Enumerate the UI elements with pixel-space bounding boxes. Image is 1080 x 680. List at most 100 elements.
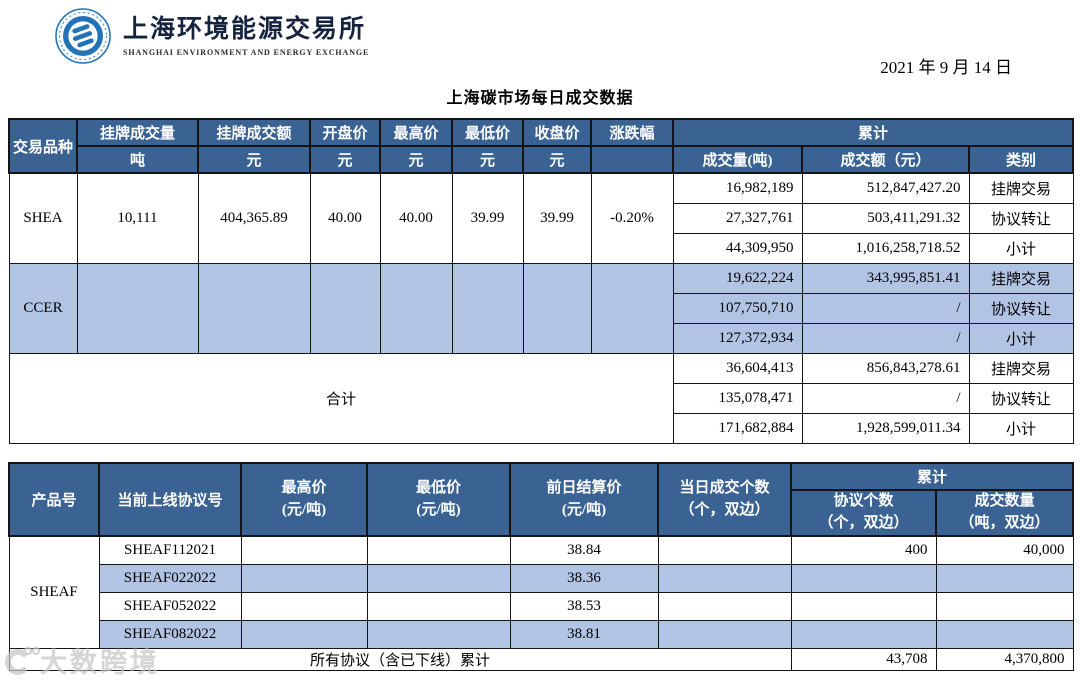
th-label: 协议个数 <box>833 493 894 510</box>
th-listed-volume: 挂牌成交量 <box>76 118 199 147</box>
contract-row: SHEAF052022 38.53 <box>9 592 1074 621</box>
prev-settle-cell: 38.36 <box>509 564 659 593</box>
th-close: 收盘价 <box>522 118 592 147</box>
shea-category-cell: 挂牌交易 <box>968 172 1074 204</box>
brand-text: 上海环境能源交易所 SHANGHAI ENVIRONMENT AND ENERG… <box>123 8 369 57</box>
th-cumulative: 累计 <box>789 462 1075 491</box>
contract-id-cell: SHEAF112021 <box>98 535 242 565</box>
cum-count-cell <box>790 620 937 649</box>
th-unit: (元/吨) <box>281 501 327 518</box>
cum-volume-cell <box>935 564 1074 593</box>
shea-change-cell: -0.20% <box>590 172 674 264</box>
all-contracts-total-row: 所有协议（含已下线）累计 43,708 4,370,800 <box>8 648 1074 671</box>
total-category-cell: 挂牌交易 <box>968 353 1074 384</box>
th-low: 最低价 <box>451 118 524 147</box>
ccer-row-1: CCER 19,622,224 343,995,851.41 挂牌交易 <box>8 263 1074 354</box>
contract-row: SHEAF SHEAF112021 38.84 400 40,000 <box>8 535 1074 649</box>
prev-settle-cell: 38.84 <box>509 535 659 565</box>
high-cell <box>240 592 368 621</box>
th-unit: （吨，双边） <box>959 515 1050 531</box>
th-variety: 交易品种 <box>8 118 78 174</box>
all-contracts-label-cell: 所有协议（含已下线）累计 <box>8 648 792 671</box>
shea-name-cell: SHEA <box>8 172 78 264</box>
th-unit: (元/吨) <box>416 501 461 518</box>
th-label: 最高价 <box>281 479 327 496</box>
th-label: 最低价 <box>415 479 461 496</box>
shea-cum-amount-cell: 1,016,258,718.52 <box>801 233 970 264</box>
th-current-contract: 当前上线协议号 <box>98 462 242 537</box>
total-label-cell: 合计 <box>8 353 674 444</box>
ccer-row-3: 127,372,934 / 小计 <box>9 323 1074 354</box>
forward-products-table: 产品号 当前上线协议号 最高价 (元/吨) 最低价 (元/吨) 前日结算价 (元… <box>8 462 1075 671</box>
report-date: 2021 年 9 月 14 日 <box>880 58 1012 77</box>
th-product-id: 产品号 <box>8 462 100 537</box>
contract-id-cell: SHEAF022022 <box>98 564 242 593</box>
th-cum-amount: 成交额（元） <box>801 145 970 174</box>
ccer-cum-volume-cell: 19,622,224 <box>672 263 803 294</box>
th-label: 前日结算价 <box>546 479 622 496</box>
shea-low-cell: 39.99 <box>451 172 524 264</box>
ccer-high-cell <box>379 263 453 354</box>
contract-row: SHEAF022022 38.36 <box>9 564 1074 593</box>
total-row-3: 171,682,884 1,928,599,011.34 小计 <box>9 413 1074 444</box>
ccer-low-cell <box>451 263 524 354</box>
th-unit-yuan: 元 <box>309 145 381 174</box>
shea-listed-volume-cell: 10,111 <box>76 172 199 264</box>
th-unit-yuan: 元 <box>451 145 524 174</box>
th-unit-yuan: 元 <box>522 145 592 174</box>
t2-header-row-2: 协议个数 （个，双边） 成交数量 （吨，双边） <box>9 489 1075 537</box>
all-contracts-cum-volume-cell: 4,370,800 <box>935 648 1074 671</box>
total-cum-volume-cell: 171,682,884 <box>672 413 803 444</box>
brand-name-cn: 上海环境能源交易所 <box>123 16 367 43</box>
ccer-change-cell <box>590 263 674 354</box>
th-unit-ton: 吨 <box>76 145 199 174</box>
cum-count-cell: 400 <box>790 535 937 565</box>
th-high-price: 最高价 (元/吨) <box>240 462 368 537</box>
th-label: 成交数量 <box>974 493 1035 510</box>
th-label: 当日成交个数 <box>679 479 770 496</box>
low-cell <box>366 535 511 565</box>
contract-row: SHEAF082022 38.81 <box>9 620 1074 649</box>
ccer-cum-amount-cell: / <box>801 293 970 324</box>
ccer-cum-volume-cell: 107,750,710 <box>672 293 803 324</box>
day-count-cell <box>657 592 792 621</box>
exchange-logo-icon <box>55 8 111 64</box>
t2-header-row-1: 产品号 当前上线协议号 最高价 (元/吨) 最低价 (元/吨) 前日结算价 (元… <box>8 462 1075 537</box>
shea-listed-amount-cell: 404,365.89 <box>197 172 311 264</box>
ccer-listed-amount-cell <box>197 263 311 354</box>
ccer-category-cell: 挂牌交易 <box>968 263 1074 294</box>
contract-id-cell: SHEAF052022 <box>98 592 242 621</box>
ccer-cum-amount-cell: 343,995,851.41 <box>801 263 970 294</box>
cum-volume-cell: 40,000 <box>935 535 1074 565</box>
total-cum-amount-cell: / <box>801 383 970 414</box>
th-unit: （个，双边） <box>818 515 909 531</box>
day-count-cell <box>657 535 792 565</box>
th-unit: (元/吨) <box>561 501 607 518</box>
shea-close-cell: 39.99 <box>522 172 592 264</box>
total-cum-volume-cell: 135,078,471 <box>672 383 803 414</box>
shea-cum-volume-cell: 27,327,761 <box>672 203 803 234</box>
shea-category-cell: 小计 <box>968 233 1074 264</box>
total-category-cell: 协议转让 <box>968 383 1074 414</box>
shea-row-1: SHEA 10,111 404,365.89 40.00 40.00 39.99… <box>8 172 1074 264</box>
daily-trade-table: 交易品种 挂牌成交量 挂牌成交额 开盘价 最高价 最低价 收盘价 涨跌幅 累计 … <box>8 118 1075 444</box>
product-name-cell: SHEAF <box>8 535 100 649</box>
ccer-listed-volume-cell <box>76 263 199 354</box>
t1-header-row-1: 交易品种 挂牌成交量 挂牌成交额 开盘价 最高价 最低价 收盘价 涨跌幅 累计 <box>8 118 1075 174</box>
th-cum-trade-volume: 成交数量 （吨，双边） <box>934 489 1075 537</box>
low-cell <box>366 592 511 621</box>
th-prev-settle: 前日结算价 (元/吨) <box>509 462 659 537</box>
day-count-cell <box>657 620 792 649</box>
cum-count-cell <box>790 564 937 593</box>
shea-category-cell: 协议转让 <box>968 203 1074 234</box>
day-count-cell <box>657 564 792 593</box>
th-high: 最高价 <box>379 118 453 147</box>
contract-id-cell: SHEAF082022 <box>98 620 242 649</box>
t1-header-row-2: 吨 元 元 元 元 元 成交量(吨) 成交额（元） 类别 <box>9 145 1075 174</box>
low-cell <box>366 620 511 649</box>
ccer-close-cell <box>522 263 592 354</box>
shea-cum-amount-cell: 512,847,427.20 <box>801 172 970 204</box>
total-row-1: 合计 36,604,413 856,843,278.61 挂牌交易 <box>8 353 1074 444</box>
total-cum-amount-cell: 1,928,599,011.34 <box>801 413 970 444</box>
